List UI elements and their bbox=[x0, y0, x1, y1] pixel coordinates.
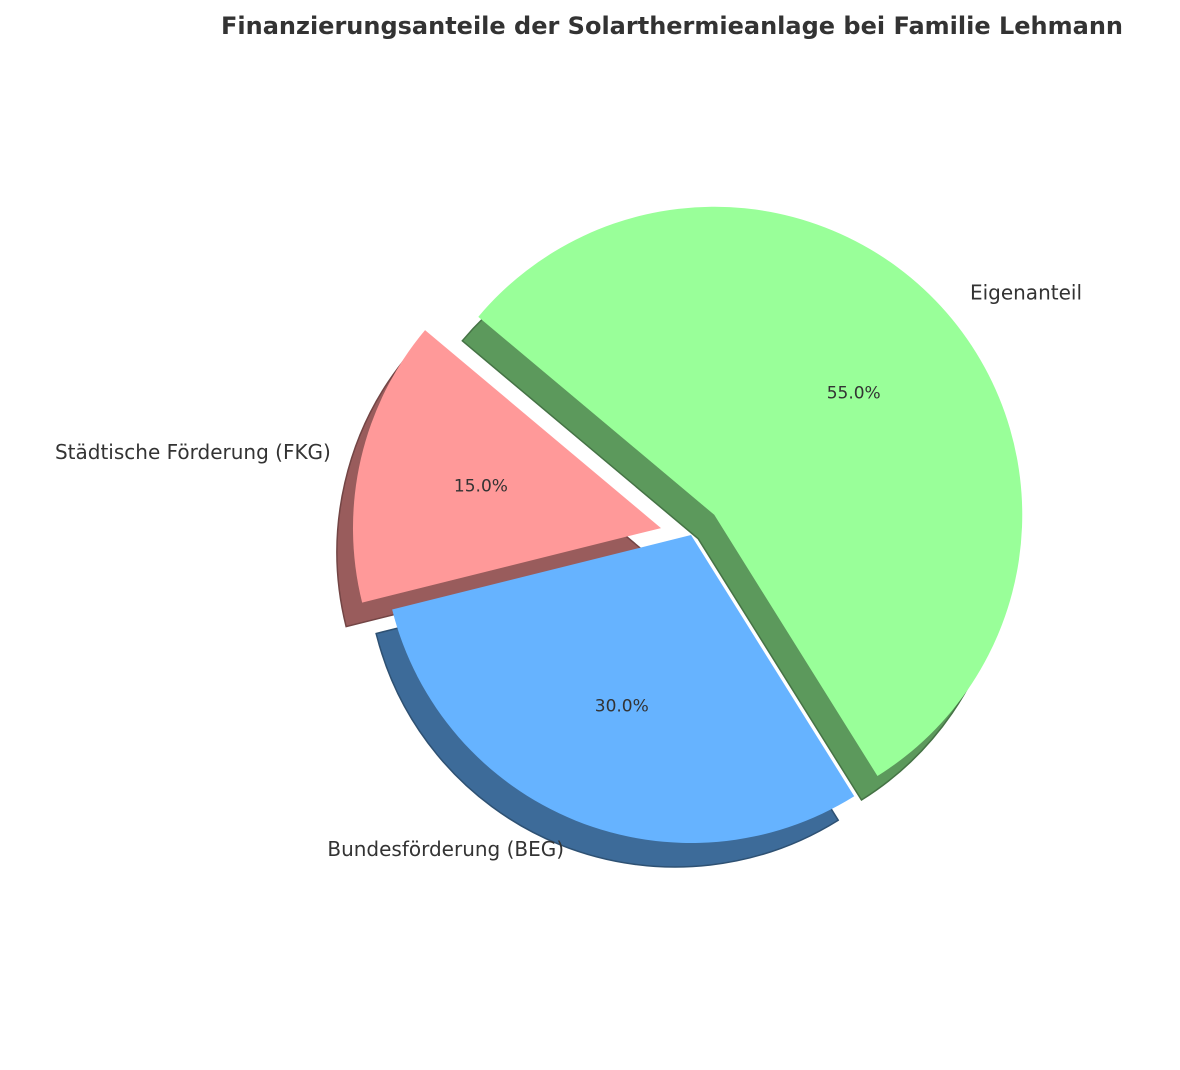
slice-percent-eigenanteil: 55.0% bbox=[827, 384, 881, 404]
slice-label-bundesforderung-beg: Bundesförderung (BEG) bbox=[327, 837, 564, 861]
slice-bundesforderung-beg bbox=[392, 535, 855, 843]
slice-eigenanteil bbox=[478, 206, 1023, 776]
slice-label-stadtische-forderung-fkg: Städtische Förderung (FKG) bbox=[55, 440, 331, 464]
slice-label-eigenanteil: Eigenanteil bbox=[970, 281, 1082, 305]
slice-labels: Städtische Förderung (FKG) 15.0% Bundesför… bbox=[55, 281, 1082, 862]
slice-percent-bundesforderung-beg: 30.0% bbox=[595, 696, 649, 716]
slice-percent-stadtische-forderung-fkg: 15.0% bbox=[454, 477, 508, 497]
chart-title: Finanzierungsanteile der Solarthermieanl… bbox=[221, 12, 1123, 40]
pie-slices bbox=[352, 206, 1023, 843]
slice-stadtische-forderung-fkg bbox=[352, 330, 661, 603]
